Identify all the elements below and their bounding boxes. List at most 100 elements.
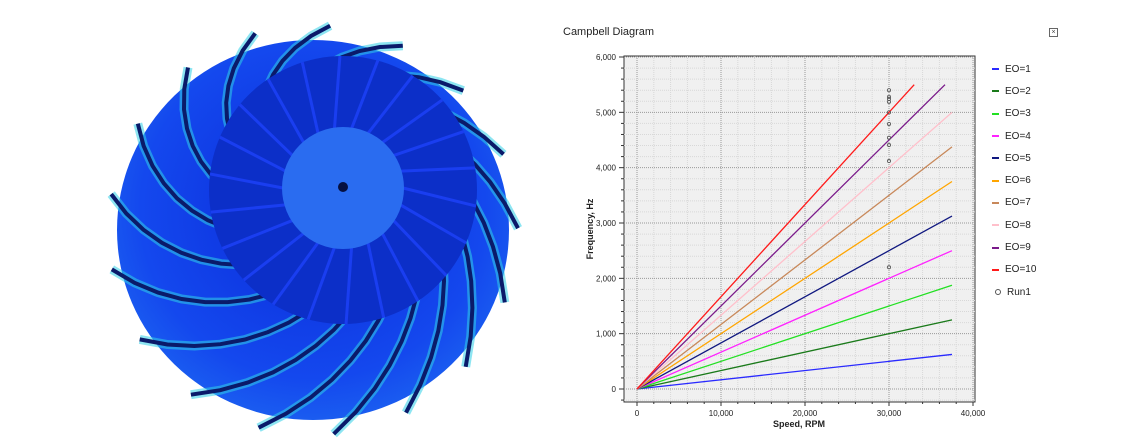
legend-label: EO=8 xyxy=(1005,219,1031,231)
legend-item[interactable]: EO=3 xyxy=(992,103,1036,125)
run1-point xyxy=(887,265,892,270)
y-axis-label: Frequency, Hz xyxy=(585,198,595,259)
series-line-eo-7 xyxy=(636,146,953,390)
legend-item[interactable]: EO=1 xyxy=(992,58,1036,80)
legend-swatch xyxy=(992,112,999,115)
legend-swatch xyxy=(992,68,999,71)
inner-blade xyxy=(366,242,386,318)
legend-label: EO=5 xyxy=(1005,152,1031,164)
inner-blade xyxy=(210,203,286,214)
legend-label: EO=9 xyxy=(1005,242,1031,254)
legend-label: EO=4 xyxy=(1005,130,1031,142)
x-tick-label: 10,000 xyxy=(709,409,734,418)
y-tick-label: 0 xyxy=(612,385,617,394)
run1-point xyxy=(887,94,892,99)
legend-label: EO=10 xyxy=(1005,264,1037,276)
grid xyxy=(624,56,975,402)
legend-swatch xyxy=(992,179,999,182)
legend-swatch xyxy=(992,224,999,227)
inner-blade xyxy=(402,186,477,208)
y-tick-label: 6,000 xyxy=(596,53,617,62)
chart-title: Campbell Diagram xyxy=(563,26,655,38)
inner-blade xyxy=(266,78,306,144)
series-line-eo-5 xyxy=(636,215,953,390)
legend-label: EO=6 xyxy=(1005,175,1031,187)
legend-label: EO=3 xyxy=(1005,108,1031,120)
run1-point xyxy=(887,159,892,164)
inner-blade xyxy=(392,130,465,157)
legend-swatch xyxy=(992,201,999,204)
run1-point xyxy=(887,121,892,126)
x-tick-label: 30,000 xyxy=(877,409,902,418)
inner-blade xyxy=(344,247,354,325)
inner-blade xyxy=(399,203,467,245)
series-line-eo-2 xyxy=(636,319,953,390)
run1-points xyxy=(887,88,892,270)
legend-item[interactable]: EO=9 xyxy=(992,236,1036,258)
run1-point xyxy=(887,99,892,104)
run1-point xyxy=(887,88,892,93)
legend-label: EO=7 xyxy=(1005,197,1031,209)
inner-blade xyxy=(332,55,342,129)
legend-item[interactable]: EO=6 xyxy=(992,169,1036,191)
inner-blade xyxy=(366,74,415,135)
run1-point xyxy=(887,97,892,102)
legend-item[interactable]: EO=2 xyxy=(992,80,1036,102)
series-line-eo-8 xyxy=(636,111,953,390)
y-tick-label: 4,000 xyxy=(596,164,617,173)
series-line-eo-3 xyxy=(636,284,953,390)
inner-blade xyxy=(221,219,294,250)
legend-label: EO=1 xyxy=(1005,63,1031,75)
legend-item[interactable]: EO=8 xyxy=(992,214,1036,236)
inner-blade xyxy=(381,98,444,144)
run1-point xyxy=(887,142,892,147)
y-tick-label: 5,000 xyxy=(596,108,617,117)
legend-label: Run1 xyxy=(1007,286,1031,298)
x-tick-label: 40,000 xyxy=(961,409,986,418)
legend-item[interactable]: EO=4 xyxy=(992,125,1036,147)
inner-blade xyxy=(271,241,320,306)
legend-item[interactable]: Run1 xyxy=(992,281,1036,303)
legend-swatch xyxy=(992,268,999,271)
run1-point xyxy=(887,135,892,140)
series-line-eo-6 xyxy=(636,180,953,390)
x-tick-label: 0 xyxy=(635,409,640,418)
legend-swatch xyxy=(992,90,999,93)
chart-legend: EO=1 EO=2 EO=3 EO=4 EO=5 EO=6 EO=7 EO=8 EO=9 EO=1… xyxy=(992,58,1036,303)
inner-blade xyxy=(242,232,305,282)
series-line-eo-4 xyxy=(636,250,953,390)
inner-blade xyxy=(238,103,294,157)
x-axis-label: Speed, RPM xyxy=(773,419,825,429)
series-line-eo-1 xyxy=(636,353,953,390)
legend-swatch xyxy=(992,135,999,138)
axis-ticks: 0 10,000 20,000 30,000 40,000 0 1,000 2,000 3,00… xyxy=(596,53,986,418)
legend-item[interactable]: EO=7 xyxy=(992,192,1036,214)
legend-item[interactable]: EO=5 xyxy=(992,147,1036,169)
legend-swatch xyxy=(992,246,999,249)
inner-blade xyxy=(380,232,420,302)
series-line-eo-10 xyxy=(636,84,915,390)
close-box-icon[interactable]: × xyxy=(1049,28,1058,37)
run1-point xyxy=(887,110,892,115)
inner-blade xyxy=(209,172,284,190)
y-tick-label: 3,000 xyxy=(596,219,617,228)
inner-blade xyxy=(306,246,336,320)
impeller-splitter-blades xyxy=(209,55,477,325)
inner-blade xyxy=(300,61,320,134)
legend-item[interactable]: EO=10 xyxy=(992,259,1036,281)
impeller-bore xyxy=(338,182,348,192)
legend-marker-icon xyxy=(995,289,1001,296)
inner-blade xyxy=(392,219,448,277)
y-tick-label: 1,000 xyxy=(596,330,617,339)
legend-swatch xyxy=(992,157,999,160)
y-tick-label: 2,000 xyxy=(596,274,617,283)
series-lines xyxy=(636,84,953,390)
x-tick-label: 20,000 xyxy=(793,409,818,418)
impeller-stress-render xyxy=(107,21,522,438)
series-line-eo-9 xyxy=(636,84,946,390)
inner-blade xyxy=(219,135,287,173)
legend-label: EO=2 xyxy=(1005,85,1031,97)
inner-blade xyxy=(400,166,476,173)
inner-blade xyxy=(350,60,380,130)
